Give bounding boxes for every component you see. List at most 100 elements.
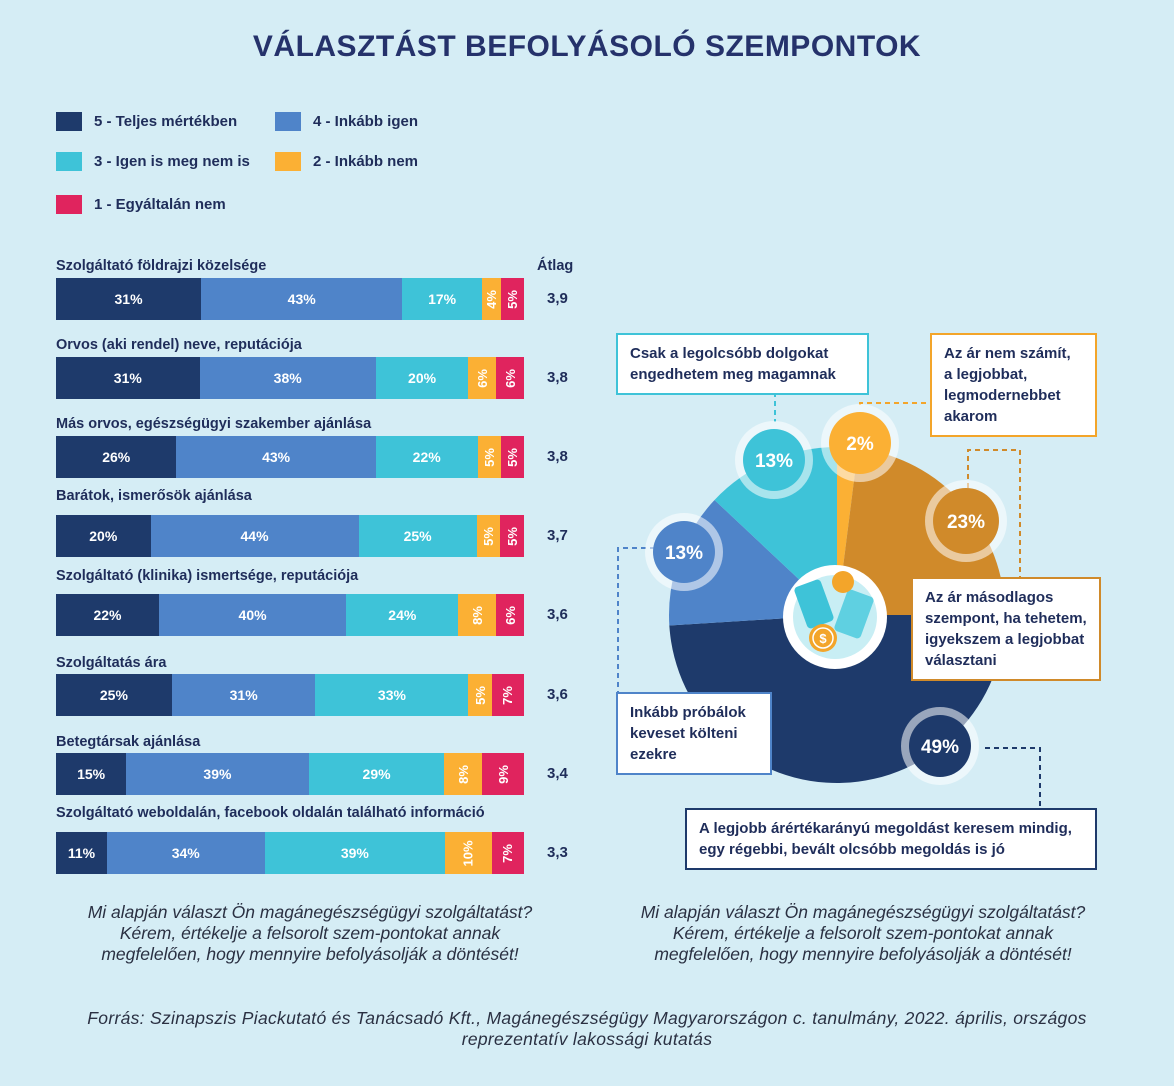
callout-spend-less-text: Inkább próbálok keveset költeni ezekre — [630, 704, 746, 763]
segment-value-label: 22% — [93, 607, 122, 623]
connector-2 — [859, 402, 928, 405]
stacked-bar: 11% 34% 39% 10% 7% — [56, 832, 524, 874]
segment-value-label: 22% — [412, 449, 441, 465]
bar-segment: 29% — [308, 753, 445, 795]
bar-segment: 5% — [476, 515, 501, 557]
segment-value-label: 11% — [67, 845, 96, 861]
bar-segment: 8% — [444, 753, 482, 795]
bar-segment: 44% — [150, 515, 359, 557]
legend-label: 3 - Igen is meg nem is — [94, 153, 250, 170]
bar-segment: 38% — [199, 357, 376, 399]
segment-value-label: 31% — [114, 291, 143, 307]
slice-value-label: 13% — [665, 543, 703, 564]
average-value: 3,8 — [547, 369, 568, 386]
stacked-bar: 31% 38% 20% 6% 6% — [56, 357, 524, 399]
bubble — [653, 521, 715, 583]
stacked-bar: 25% 31% 33% 5% 7% — [56, 674, 524, 716]
bar-segment: 6% — [468, 357, 497, 399]
average-header: Átlag — [537, 258, 574, 274]
callout-price-secondary-text: Az ár másodlagos szempont, ha tehetem, i… — [925, 589, 1087, 669]
bar-segment: 31% — [171, 674, 316, 716]
segment-value-label: 40% — [238, 607, 267, 623]
slice-value-label: 13% — [755, 451, 793, 472]
average-value: 3,8 — [547, 448, 568, 465]
category-label: Szolgáltató weboldalán, facebook oldalán… — [56, 805, 485, 821]
callout-cheapest-text: Csak a legolcsóbb dolgokat engedhetem me… — [630, 345, 836, 383]
segment-value-label: 38% — [273, 370, 302, 386]
segment-value-label: 43% — [287, 291, 316, 307]
average-value: 3,7 — [547, 527, 568, 544]
bar-segment: 25% — [56, 674, 172, 716]
callout-best-value-text: A legjobb árértékarányú megoldást kerese… — [699, 820, 1072, 858]
callout-best-value: A legjobb árértékarányú megoldást kerese… — [685, 808, 1097, 870]
bar-segment: 20% — [375, 357, 469, 399]
legend-swatch — [56, 152, 82, 171]
bar-segment: 7% — [491, 832, 524, 874]
bar-segment: 39% — [126, 753, 309, 795]
bar-segment: 20% — [56, 515, 151, 557]
connector-49 — [985, 747, 1041, 808]
bar-segment: 6% — [496, 357, 524, 399]
bar-segment: 26% — [56, 436, 177, 478]
bar-segment: 5% — [500, 436, 524, 478]
segment-value-label: 15% — [77, 766, 106, 782]
bar-segment: 15% — [56, 753, 127, 795]
segment-value-label: 31% — [113, 370, 142, 386]
svg-text:$: $ — [819, 631, 827, 646]
bar-segment: 43% — [201, 278, 403, 320]
pie-slice — [714, 447, 837, 615]
pie-slice — [837, 448, 1005, 615]
segment-value-label: 26% — [102, 449, 131, 465]
bar-segment: 31% — [56, 278, 202, 320]
bar-segment: 9% — [481, 753, 524, 795]
average-value: 3,3 — [547, 844, 568, 861]
bubble — [933, 488, 999, 554]
legend-label: 4 - Inkább igen — [313, 113, 419, 130]
category-label: Szolgáltatás ára — [56, 655, 167, 671]
bar-segment: 39% — [264, 832, 446, 874]
stacked-bar: 15% 39% 29% 8% 9% — [56, 753, 524, 795]
category-label: Más orvos, egészségügyi szakember ajánlá… — [56, 416, 372, 432]
bar-segment: 33% — [315, 674, 469, 716]
segment-value-label: 39% — [340, 845, 369, 861]
category-label: Betegtársak ajánlása — [56, 734, 201, 750]
stacked-bar: 22% 40% 24% 8% 6% — [56, 594, 524, 636]
connector-13-spend — [617, 547, 655, 692]
category-label: Szolgáltató (klinika) ismertsége, reputá… — [56, 568, 359, 584]
segment-value-label: 34% — [171, 845, 200, 861]
average-value: 3,4 — [547, 765, 568, 782]
question-right: Mi alapján választ Ön magánegészségügyi … — [640, 902, 1086, 964]
chart-title: VÁLASZTÁST BEFOLYÁSOLÓ SZEMPONTOK — [252, 30, 922, 63]
segment-value-label: 44% — [240, 528, 269, 544]
segment-value-label: 29% — [362, 766, 391, 782]
segment-value-label: 24% — [388, 607, 417, 623]
category-label: Barátok, ismerősök ajánlása — [56, 488, 252, 504]
bar-segment: 5% — [500, 515, 524, 557]
stacked-bar: 26% 43% 22% 5% 5% — [56, 436, 524, 478]
legend-item-4: 4 - Inkább igen — [275, 112, 418, 131]
bar-segment: 6% — [495, 594, 524, 636]
callout-price-secondary: Az ár másodlagos szempont, ha tehetem, i… — [911, 577, 1101, 681]
segment-value-label: 17% — [428, 291, 457, 307]
callout-cheapest: Csak a legolcsóbb dolgokat engedhetem me… — [616, 333, 869, 395]
callout-spend-less: Inkább próbálok keveset költeni ezekre — [616, 692, 772, 775]
bar-segment: 5% — [468, 674, 492, 716]
legend-swatch — [56, 112, 82, 131]
segment-value-label: 39% — [203, 766, 232, 782]
average-value: 3,6 — [547, 606, 568, 623]
legend-item-3: 3 - Igen is meg nem is — [56, 152, 250, 171]
average-value: 3,6 — [547, 686, 568, 703]
bar-segment: 8% — [458, 594, 496, 636]
slice-value-label: 2% — [846, 434, 874, 455]
bar-segment: 25% — [358, 515, 477, 557]
bubble — [829, 412, 891, 474]
bar-segment: 7% — [491, 674, 524, 716]
legend-item-1: 1 - Egyáltalán nem — [56, 195, 226, 214]
bubble — [909, 715, 971, 777]
legend-swatch — [275, 152, 301, 171]
segment-value-label: 33% — [377, 687, 406, 703]
connector-23 — [967, 449, 1021, 578]
segment-value-label: 20% — [89, 528, 118, 544]
segment-value-label: 25% — [99, 687, 128, 703]
question-left: Mi alapján választ Ön magánegészségügyi … — [87, 902, 533, 964]
